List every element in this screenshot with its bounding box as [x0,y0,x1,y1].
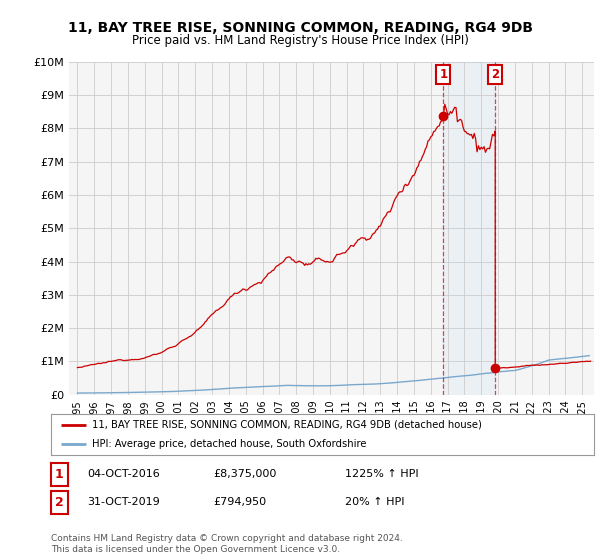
Text: Contains HM Land Registry data © Crown copyright and database right 2024.
This d: Contains HM Land Registry data © Crown c… [51,534,403,554]
Text: 2: 2 [491,68,499,81]
Text: 11, BAY TREE RISE, SONNING COMMON, READING, RG4 9DB: 11, BAY TREE RISE, SONNING COMMON, READI… [67,21,533,35]
Text: £794,950: £794,950 [213,497,266,507]
Text: 2: 2 [55,496,64,509]
Text: £8,375,000: £8,375,000 [213,469,277,479]
Text: 04-OCT-2016: 04-OCT-2016 [87,469,160,479]
Text: 1225% ↑ HPI: 1225% ↑ HPI [345,469,419,479]
Text: Price paid vs. HM Land Registry's House Price Index (HPI): Price paid vs. HM Land Registry's House … [131,34,469,46]
Text: HPI: Average price, detached house, South Oxfordshire: HPI: Average price, detached house, Sout… [92,439,366,449]
Text: 1: 1 [55,468,64,481]
Text: 20% ↑ HPI: 20% ↑ HPI [345,497,404,507]
Text: 31-OCT-2019: 31-OCT-2019 [87,497,160,507]
Bar [443,62,495,395]
Text: 11, BAY TREE RISE, SONNING COMMON, READING, RG4 9DB (detached house): 11, BAY TREE RISE, SONNING COMMON, READI… [92,420,482,430]
Text: 1: 1 [439,68,448,81]
